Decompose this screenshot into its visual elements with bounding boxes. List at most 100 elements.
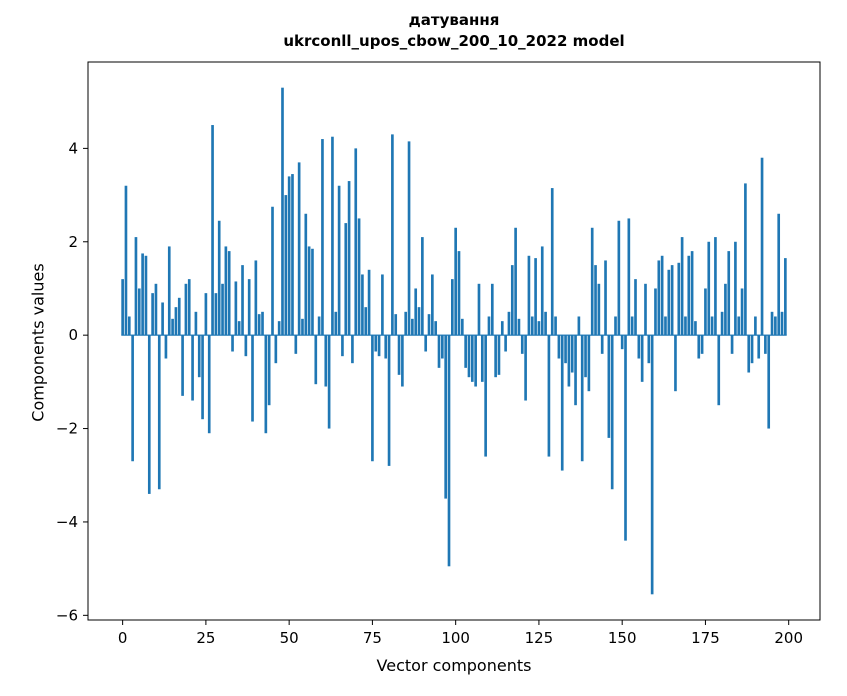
bar: [647, 335, 651, 364]
bar: [304, 213, 308, 336]
bar: [704, 288, 707, 336]
bar: [454, 227, 457, 336]
bar: [307, 246, 311, 336]
bar: [267, 335, 271, 406]
bar: [147, 335, 151, 494]
bar: [707, 241, 711, 336]
bar: [257, 314, 261, 336]
bar: [181, 335, 184, 396]
x-tick-label: 100: [441, 629, 470, 647]
y-axis-label: Components values: [28, 263, 48, 422]
bar: [317, 316, 321, 336]
x-tick-label: 75: [363, 629, 382, 647]
bar: [654, 288, 657, 336]
bar: [464, 335, 467, 368]
bar: [271, 206, 274, 336]
bar: [594, 265, 597, 336]
bar: [204, 293, 208, 336]
bar: [297, 162, 301, 336]
bar: [467, 335, 471, 378]
x-tick-label: 200: [774, 629, 803, 647]
bar: [397, 335, 401, 375]
bar: [510, 265, 514, 336]
plot-border: [87, 61, 821, 621]
bar: [347, 181, 351, 336]
bar: [640, 335, 644, 382]
bar: [254, 260, 258, 336]
bar: [557, 335, 561, 359]
bar: [401, 335, 404, 387]
bar: [371, 335, 374, 462]
bar: [321, 139, 324, 336]
bar: [674, 335, 677, 392]
bar: [610, 335, 614, 490]
bar: [444, 335, 447, 499]
bar: [424, 335, 428, 352]
chart-title: датування ukrconll_upos_cbow_200_10_2022…: [88, 10, 820, 52]
bar: [484, 335, 487, 457]
bar: [357, 218, 361, 336]
bar: [564, 335, 567, 364]
bar: [301, 318, 304, 336]
bar: [344, 223, 348, 336]
bar: [620, 335, 624, 350]
bar: [381, 274, 384, 336]
bar: [187, 279, 191, 336]
bar: [167, 246, 171, 336]
bar: [194, 311, 198, 336]
bar: [657, 260, 661, 336]
bar: [221, 283, 224, 336]
bar: [437, 335, 441, 368]
bar: [574, 335, 577, 406]
bar: [131, 335, 134, 462]
bar: [734, 241, 737, 336]
bar: [404, 311, 408, 336]
bar: [570, 335, 574, 373]
bar: [184, 283, 188, 336]
zero-baseline: [121, 334, 787, 336]
bar: [500, 321, 504, 336]
bar: [744, 183, 747, 336]
bar: [520, 335, 524, 354]
bar: [544, 311, 547, 336]
bar: [291, 174, 294, 336]
bar: [584, 335, 587, 378]
bar: [377, 335, 381, 357]
bar: [587, 335, 591, 392]
bar: [524, 335, 527, 401]
bar: [414, 288, 418, 336]
bar: [427, 314, 431, 336]
bar: [144, 255, 148, 336]
bar: [694, 321, 697, 336]
y-tick-label: −6: [56, 606, 78, 624]
bar: [667, 269, 671, 336]
bar: [421, 237, 424, 336]
x-axis-label: Vector components: [376, 656, 532, 675]
bar: [374, 335, 378, 352]
bar: [530, 316, 534, 336]
x-tick-label: 150: [608, 629, 637, 647]
bar: [487, 316, 491, 336]
bar: [784, 258, 787, 336]
bar: [237, 321, 241, 336]
bar: [134, 237, 138, 336]
bar: [590, 227, 594, 336]
y-tick-label: −2: [56, 420, 78, 438]
bar: [407, 141, 411, 336]
bar: [550, 188, 554, 336]
chart-title-model: ukrconll_upos_cbow_200_10_2022 model: [283, 32, 625, 50]
bar: [281, 87, 284, 336]
bar: [431, 274, 434, 336]
bar: [537, 321, 541, 336]
bar: [214, 293, 218, 336]
bar: [777, 213, 781, 336]
bar: [664, 316, 667, 336]
bar: [617, 220, 621, 336]
bar: [124, 185, 128, 336]
bar: [411, 318, 414, 336]
bar: [644, 283, 647, 336]
bar: [754, 316, 757, 336]
bar: [700, 335, 704, 354]
bar: [457, 251, 461, 336]
